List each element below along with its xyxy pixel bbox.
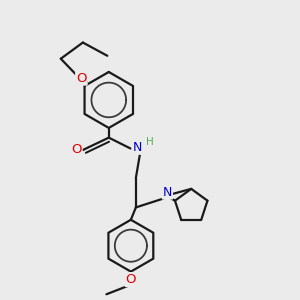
Text: N: N — [133, 141, 142, 154]
Text: O: O — [71, 143, 82, 157]
Text: O: O — [126, 273, 136, 286]
Text: H: H — [146, 137, 154, 147]
Text: N: N — [163, 186, 172, 199]
Text: O: O — [76, 72, 87, 85]
